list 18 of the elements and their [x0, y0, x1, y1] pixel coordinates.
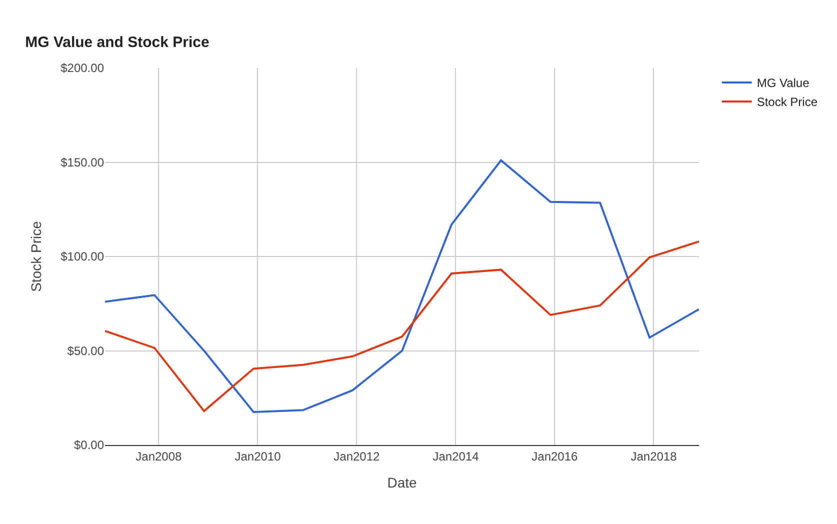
- x-tick-label: Jan2014: [432, 449, 480, 464]
- y-tick-label: $50.00: [67, 344, 104, 358]
- x-tick-label: Jan2018: [630, 449, 678, 464]
- line-series: [105, 240, 699, 412]
- chart-title: MG Value and Stock Price: [25, 34, 210, 52]
- x-axis-title: Date: [387, 474, 417, 491]
- x-tick-label: Jan2010: [234, 449, 282, 464]
- legend-label: Stock Price: [756, 95, 818, 110]
- legend-label: MG Value: [756, 76, 810, 90]
- y-tick-label: $100.00: [60, 250, 104, 264]
- x-tick-label: Jan2012: [334, 449, 380, 464]
- y-tick-label: $200.00: [60, 61, 104, 76]
- line-series: [105, 159, 699, 414]
- x-tick-label: Jan2016: [532, 449, 578, 464]
- y-tick-label: $0.00: [74, 438, 104, 452]
- x-tick-label: Jan2008: [136, 449, 182, 464]
- y-tick-label: $150.00: [60, 155, 104, 170]
- y-axis-title: Stock Price: [28, 220, 44, 292]
